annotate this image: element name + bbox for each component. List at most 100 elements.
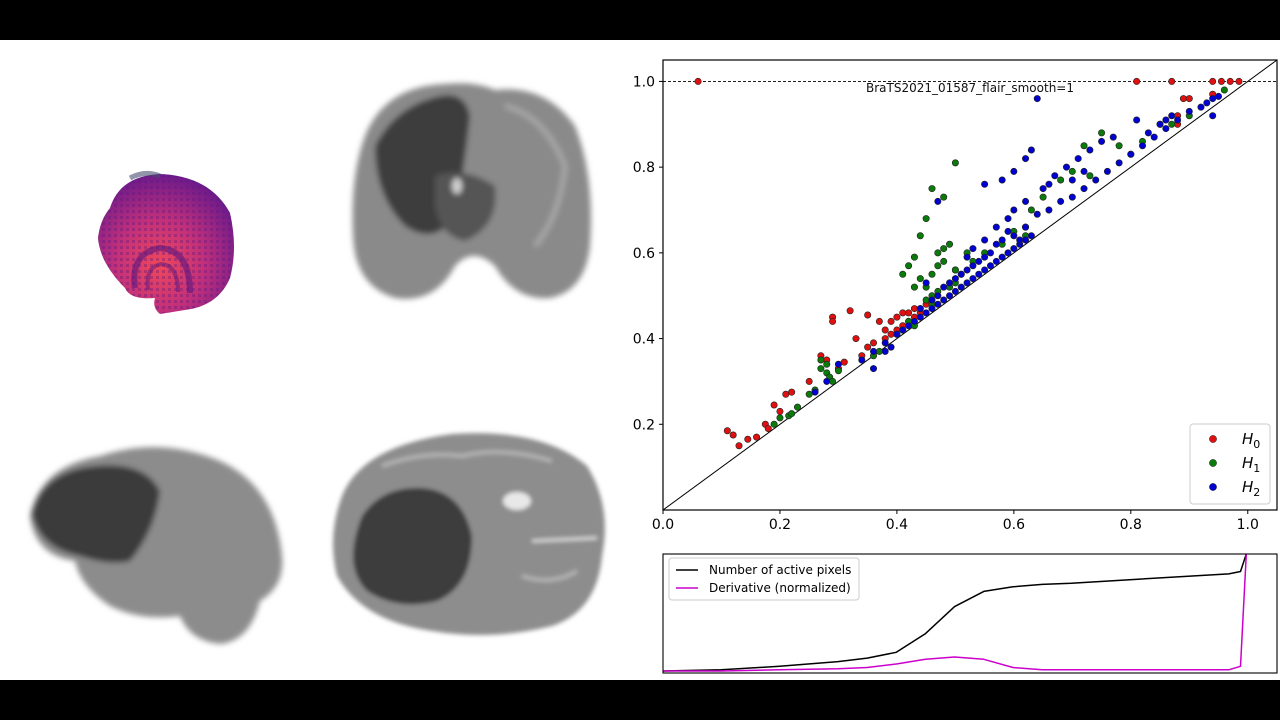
point-h0 <box>735 442 743 450</box>
point-h2 <box>922 309 930 317</box>
point-h2 <box>916 313 924 321</box>
diagonal-line <box>662 59 1278 511</box>
point-h1 <box>940 193 948 201</box>
point-h2 <box>1004 249 1012 257</box>
point-h2 <box>1215 92 1223 100</box>
point-h1 <box>829 377 837 385</box>
point-h0 <box>875 317 883 325</box>
point-h1 <box>899 270 907 278</box>
point-h2 <box>1039 185 1047 193</box>
point-h2 <box>946 292 954 300</box>
point-h2 <box>1010 206 1018 214</box>
point-h2 <box>1174 116 1182 124</box>
point-h0 <box>782 390 790 398</box>
brain-axial-slice <box>333 433 605 635</box>
point-h2 <box>1109 133 1117 141</box>
point-h2 <box>981 253 989 261</box>
point-h1 <box>905 262 913 270</box>
line-legend-label: Derivative (normalized) <box>709 581 851 595</box>
line-legend-label: Number of active pixels <box>709 563 851 577</box>
point-h2 <box>1074 155 1082 163</box>
point-h2 <box>1086 146 1094 154</box>
point-h1 <box>817 365 825 373</box>
y-tick-label: 0.2 <box>633 417 655 433</box>
point-h2 <box>1092 176 1100 184</box>
point-h1 <box>1080 142 1088 150</box>
point-h2 <box>1080 167 1088 175</box>
point-h1 <box>922 296 930 304</box>
point-h2 <box>1062 163 1070 171</box>
point-h2 <box>881 347 889 355</box>
point-h2 <box>1016 236 1024 244</box>
point-h1 <box>951 159 959 167</box>
point-h2 <box>1022 197 1030 205</box>
y-tick-label: 0.8 <box>633 160 655 176</box>
point-h1 <box>922 215 930 223</box>
point-h1 <box>910 283 918 291</box>
point-h2 <box>963 279 971 287</box>
point-h0 <box>694 77 702 85</box>
point-h2 <box>1197 103 1205 111</box>
point-h2 <box>951 275 959 283</box>
point-h0 <box>744 435 752 443</box>
point-h0 <box>764 425 772 433</box>
point-h2 <box>1162 116 1170 124</box>
point-h1 <box>1039 193 1047 201</box>
point-h0 <box>893 313 901 321</box>
point-h1 <box>1220 86 1228 94</box>
point-h2 <box>992 223 1000 231</box>
point-h0 <box>788 388 796 396</box>
point-h2 <box>1027 146 1035 154</box>
point-h0 <box>1209 77 1217 85</box>
point-h1 <box>817 356 825 364</box>
point-h2 <box>899 326 907 334</box>
point-h2 <box>1068 193 1076 201</box>
point-h1 <box>1027 206 1035 214</box>
point-h2 <box>940 283 948 291</box>
point-h2 <box>1022 155 1030 163</box>
point-h0 <box>1235 77 1243 85</box>
point-h2 <box>1080 185 1088 193</box>
point-h0 <box>905 309 913 317</box>
point-h2 <box>1033 210 1041 218</box>
point-h2 <box>998 253 1006 261</box>
point-h0 <box>852 335 860 343</box>
point-h2 <box>834 360 842 368</box>
point-h2 <box>1004 227 1012 235</box>
point-h1 <box>940 245 948 253</box>
y-tick-label: 0.6 <box>633 246 655 262</box>
point-h0 <box>881 326 889 334</box>
point-h1 <box>916 232 924 240</box>
point-h0 <box>1179 95 1187 103</box>
line-chart-frame <box>662 553 1278 674</box>
point-h0 <box>1185 95 1193 103</box>
line-active-pixels <box>662 553 1248 672</box>
point-h1 <box>951 266 959 274</box>
point-h1 <box>834 367 842 375</box>
point-h2 <box>1033 95 1041 103</box>
point-h2 <box>1057 197 1065 205</box>
x-tick-label: 1.0 <box>1237 517 1259 533</box>
point-h2 <box>998 236 1006 244</box>
point-h2 <box>1027 232 1035 240</box>
point-h1 <box>934 262 942 270</box>
point-h2 <box>986 249 994 257</box>
y-tick-label: 1.0 <box>633 74 655 90</box>
point-h2 <box>1004 215 1012 223</box>
x-tick-label: 0.2 <box>769 517 791 533</box>
point-h2 <box>1156 120 1164 128</box>
point-h2 <box>992 240 1000 248</box>
point-h2 <box>1209 95 1217 103</box>
point-h2 <box>934 292 942 300</box>
point-h0 <box>840 358 848 366</box>
legend-marker-h0 <box>1209 435 1217 443</box>
point-h1 <box>1098 129 1106 137</box>
point-h2 <box>811 388 819 396</box>
point-h2 <box>916 305 924 313</box>
x-tick-label: 0.6 <box>1003 517 1025 533</box>
point-h1 <box>910 253 918 261</box>
point-h1 <box>1168 120 1176 128</box>
point-h2 <box>1010 232 1018 240</box>
point-h1 <box>940 257 948 265</box>
point-h2 <box>957 270 965 278</box>
